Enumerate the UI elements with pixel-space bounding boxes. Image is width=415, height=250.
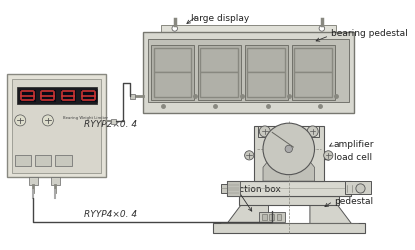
Bar — [129, 94, 135, 99]
Text: RYYP4×0. 4: RYYP4×0. 4 — [84, 210, 137, 219]
Bar — [247, 72, 285, 98]
Bar — [151, 45, 194, 100]
Text: pedestal: pedestal — [334, 197, 373, 206]
Bar — [39, 89, 56, 102]
Bar — [200, 72, 238, 98]
Text: junction box: junction box — [225, 185, 281, 194]
Bar — [213, 224, 365, 232]
Circle shape — [307, 126, 318, 137]
Bar — [254, 126, 324, 181]
Circle shape — [356, 184, 365, 193]
Bar — [291, 45, 335, 100]
Bar — [247, 48, 285, 72]
Bar — [161, 25, 336, 32]
Polygon shape — [263, 155, 315, 181]
Circle shape — [263, 123, 315, 175]
Bar — [259, 212, 285, 222]
Bar — [244, 45, 288, 100]
Bar — [12, 79, 101, 173]
Bar — [277, 214, 281, 220]
Bar — [294, 72, 332, 98]
Bar — [148, 40, 349, 102]
Bar — [239, 196, 339, 205]
Circle shape — [324, 151, 333, 160]
Text: RYYP2×0. 4: RYYP2×0. 4 — [84, 120, 137, 130]
Bar — [227, 181, 240, 196]
Bar — [111, 118, 116, 124]
Bar — [262, 214, 267, 220]
Bar — [294, 48, 332, 72]
Bar — [200, 48, 238, 72]
Bar — [221, 184, 232, 193]
Circle shape — [259, 126, 270, 137]
Bar — [227, 181, 351, 196]
Bar — [198, 45, 241, 100]
Bar — [15, 155, 31, 166]
Circle shape — [172, 26, 178, 31]
Circle shape — [15, 115, 26, 126]
Bar — [7, 74, 106, 178]
Bar — [51, 178, 60, 185]
Text: load cell: load cell — [334, 153, 372, 162]
Circle shape — [244, 151, 254, 160]
Text: amplifier: amplifier — [334, 140, 374, 149]
Circle shape — [42, 115, 54, 126]
Circle shape — [319, 26, 325, 31]
Bar — [17, 87, 97, 104]
Text: Bearing Weight Limiter: Bearing Weight Limiter — [63, 116, 108, 120]
Text: bearing pedestal: bearing pedestal — [331, 30, 408, 38]
Polygon shape — [310, 205, 351, 224]
Bar — [154, 72, 191, 98]
Bar — [55, 155, 72, 166]
Bar — [345, 181, 371, 194]
Bar — [35, 155, 51, 166]
Text: large display: large display — [191, 14, 249, 23]
Bar — [269, 214, 274, 220]
Bar — [60, 89, 76, 102]
Bar — [142, 32, 354, 113]
Circle shape — [285, 145, 293, 152]
Bar — [80, 89, 97, 102]
Bar — [259, 126, 319, 137]
Polygon shape — [227, 205, 269, 224]
Bar — [29, 178, 38, 185]
Bar — [154, 48, 191, 72]
Bar — [20, 89, 36, 102]
